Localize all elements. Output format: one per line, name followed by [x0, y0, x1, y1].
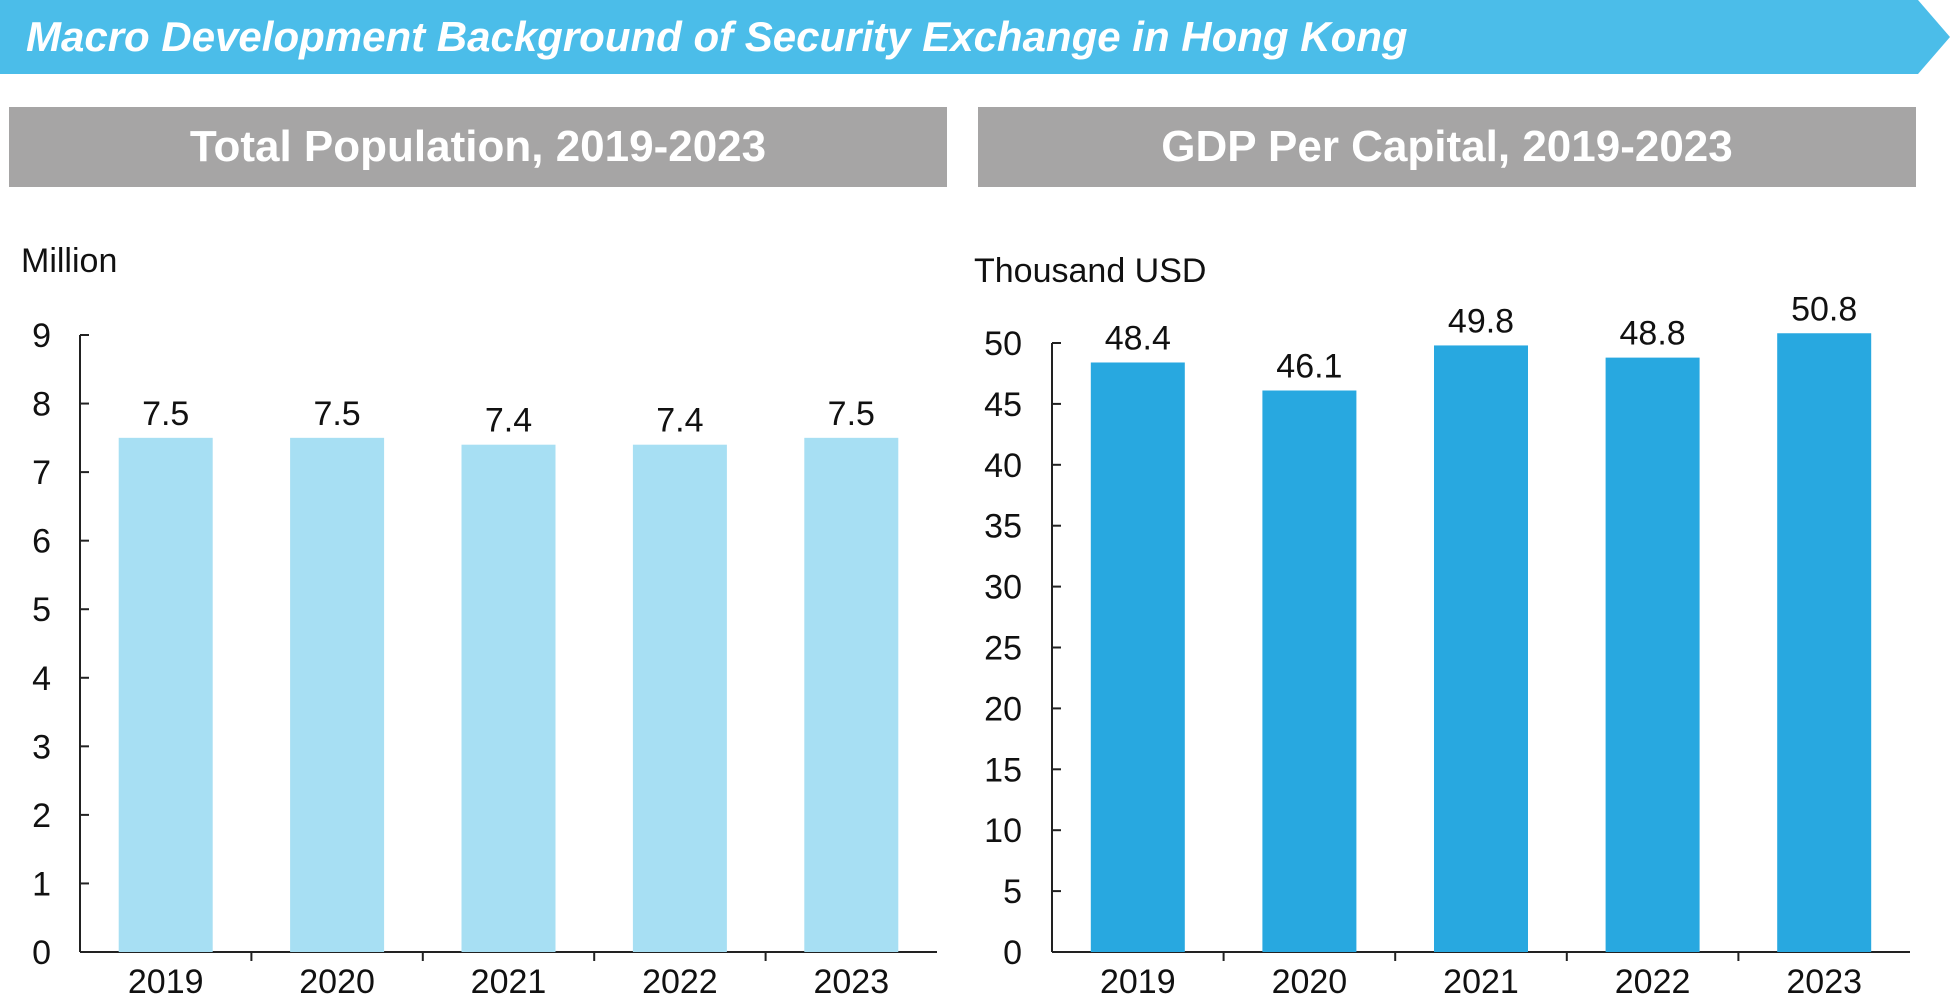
population-value-label: 7.5: [828, 395, 875, 433]
gdp-bar-2021: [1434, 345, 1528, 952]
population-bar-2022: [632, 444, 727, 952]
gdp-y-tick-label: 40: [984, 447, 1022, 485]
population-bar-2019: [118, 437, 213, 952]
population-y-tick-label: 9: [32, 317, 51, 355]
population-x-tick-label: 2019: [128, 963, 204, 1001]
gdp-y-tick-label: 35: [984, 508, 1022, 546]
population-y-axis-label: Million: [21, 242, 117, 280]
population-value-label: 7.4: [656, 402, 703, 440]
population-y-tick-label: 6: [32, 523, 51, 561]
gdp-y-tick-label: 10: [984, 812, 1022, 850]
population-bar-2020: [290, 437, 385, 952]
gdp-y-axis-label: Thousand USD: [974, 252, 1206, 290]
population-y-tick-label: 1: [32, 865, 51, 903]
population-y-tick-label: 7: [32, 454, 51, 492]
gdp-value-label: 48.8: [1620, 315, 1686, 353]
gdp-panel-title: GDP Per Capital, 2019-2023: [1161, 122, 1733, 171]
population-panel-title: Total Population, 2019-2023: [189, 122, 767, 171]
gdp-y-tick-label: 0: [1003, 934, 1022, 972]
population-x-tick-label: 2022: [642, 963, 718, 1001]
population-y-tick-label: 2: [32, 797, 51, 835]
gdp-y-tick-label: 30: [984, 569, 1022, 607]
gdp-value-label: 48.4: [1105, 319, 1171, 357]
gdp-x-tick-label: 2021: [1443, 963, 1519, 1001]
gdp-x-tick-label: 2019: [1100, 963, 1176, 1001]
gdp-panel-header: GDP Per Capital, 2019-2023: [978, 107, 1916, 187]
population-x-tick-label: 2023: [813, 963, 889, 1001]
gdp-value-label: 49.8: [1448, 302, 1514, 340]
gdp-y-tick-label: 25: [984, 630, 1022, 668]
population-y-tick-label: 8: [32, 386, 51, 424]
population-panel-header: Total Population, 2019-2023: [9, 107, 947, 187]
population-value-label: 7.5: [142, 395, 189, 433]
title-banner-arrow: [0, 0, 1950, 74]
gdp-y-tick-label: 5: [1003, 873, 1022, 911]
title-banner: [0, 0, 1950, 74]
population-value-label: 7.5: [313, 395, 360, 433]
gdp-y-tick-label: 20: [984, 690, 1022, 728]
gdp-bar-2020: [1262, 390, 1357, 952]
population-y-tick-label: 5: [32, 591, 51, 629]
population-x-tick-label: 2020: [299, 963, 375, 1001]
gdp-bar-2019: [1090, 362, 1185, 952]
population-y-tick-label: 0: [32, 934, 51, 972]
population-bar-2023: [804, 437, 899, 952]
population-value-label: 7.4: [485, 402, 532, 440]
page-title: Macro Development Background of Security…: [26, 13, 1408, 60]
population-bar-2021: [461, 444, 556, 952]
population-x-tick-label: 2021: [471, 963, 547, 1001]
gdp-y-tick-label: 45: [984, 386, 1022, 424]
gdp-x-tick-label: 2023: [1786, 963, 1862, 1001]
gdp-x-tick-label: 2022: [1615, 963, 1691, 1001]
population-y-tick-label: 4: [32, 660, 51, 698]
gdp-value-label: 46.1: [1276, 348, 1342, 386]
gdp-value-label: 50.8: [1791, 290, 1857, 328]
gdp-y-tick-label: 50: [984, 325, 1022, 363]
population-y-tick-label: 3: [32, 728, 51, 766]
gdp-x-tick-label: 2020: [1272, 963, 1348, 1001]
gdp-bar-2022: [1605, 357, 1700, 953]
gdp-y-tick-label: 15: [984, 751, 1022, 789]
gdp-bar-2023: [1777, 333, 1872, 953]
